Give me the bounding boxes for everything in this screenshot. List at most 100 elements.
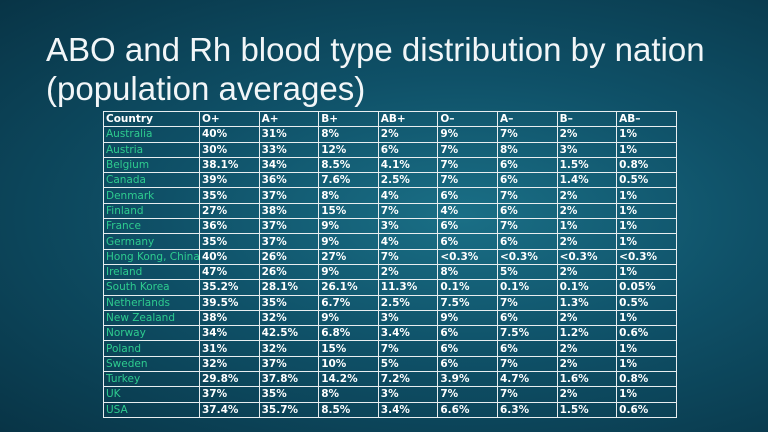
value-cell: 1% <box>616 386 677 403</box>
value-cell: 6% <box>377 141 439 158</box>
value-cell: 3% <box>377 309 439 327</box>
value-cell: 32% <box>258 309 320 327</box>
value-cell: 6.3% <box>496 401 558 418</box>
value-cell: 12% <box>318 141 379 158</box>
value-cell: 7% <box>377 248 439 265</box>
value-cell: 7% <box>377 202 439 220</box>
table-row: New Zealand 38% 32% 9% 3% 9% 6% 2% 1% <box>103 309 677 327</box>
value-cell: 32% <box>199 355 260 373</box>
value-cell: 1% <box>616 141 677 158</box>
value-cell: 31% <box>199 340 260 357</box>
value-cell: 4% <box>377 233 439 250</box>
value-cell: 7.2% <box>377 371 439 388</box>
value-cell: 11.3% <box>377 279 439 296</box>
value-cell: 26.1% <box>318 279 379 296</box>
value-cell: <0.3% <box>496 248 558 265</box>
value-cell: 42.5% <box>258 325 320 342</box>
table-header-row: Country O+ A+ B+ AB+ O– A– B– AB– <box>103 110 677 128</box>
country-cell: Austria <box>103 141 200 158</box>
value-cell: 27% <box>199 202 260 220</box>
value-cell: 3% <box>377 218 439 235</box>
country-cell: France <box>103 218 200 235</box>
value-cell: 35% <box>199 233 260 250</box>
value-cell: 9% <box>318 218 379 235</box>
column-header: O+ <box>199 110 260 128</box>
value-cell: 6% <box>437 340 498 357</box>
country-cell: Canada <box>103 172 200 189</box>
value-cell: 8.5% <box>318 156 379 174</box>
table-row: Finland 27% 38% 15% 7% 4% 6% 2% 1% <box>103 202 677 220</box>
value-cell: 0.1% <box>437 279 498 296</box>
value-cell: 1.6% <box>556 371 618 388</box>
value-cell: 2% <box>556 355 618 373</box>
value-cell: 7% <box>437 386 498 403</box>
value-cell: 7% <box>437 172 498 189</box>
value-cell: 6% <box>437 325 498 342</box>
column-header: B+ <box>318 110 379 128</box>
value-cell: 7% <box>437 156 498 174</box>
value-cell: 15% <box>318 340 379 357</box>
value-cell: 6.6% <box>437 401 498 418</box>
value-cell: 7% <box>496 187 558 204</box>
country-cell: Netherlands <box>103 294 200 311</box>
slide-title: ABO and Rh blood type distribution by na… <box>46 31 705 107</box>
value-cell: 2.5% <box>377 294 439 311</box>
value-cell: 1.3% <box>556 294 618 311</box>
value-cell: 0.5% <box>616 172 677 189</box>
value-cell: 1% <box>616 309 677 327</box>
value-cell: 9% <box>437 126 498 143</box>
value-cell: 8.5% <box>318 401 379 418</box>
value-cell: 2% <box>377 126 439 143</box>
table-row: Australia 40% 31% 8% 2% 9% 7% 2% 1% <box>103 126 677 143</box>
column-header-country: Country <box>103 110 200 128</box>
country-cell: Sweden <box>103 355 200 373</box>
value-cell: 1% <box>616 218 677 235</box>
value-cell: 0.6% <box>616 401 677 418</box>
value-cell: 8% <box>437 263 498 281</box>
table-row: Austria 30% 33% 12% 6% 7% 8% 3% 1% <box>103 141 677 158</box>
value-cell: 37% <box>258 187 320 204</box>
value-cell: 39.5% <box>199 294 260 311</box>
country-cell: Finland <box>103 202 200 220</box>
country-cell: Hong Kong, China <box>103 248 200 265</box>
value-cell: 39% <box>199 172 260 189</box>
value-cell: 2% <box>556 233 618 250</box>
value-cell: 37% <box>258 218 320 235</box>
value-cell: 6% <box>496 156 558 174</box>
value-cell: 35% <box>258 386 320 403</box>
value-cell: 6% <box>496 202 558 220</box>
table-row: Turkey 29.8% 37.8% 14.2% 7.2% 3.9% 4.7% 1.6% 0.8… <box>103 371 677 388</box>
value-cell: 6.7% <box>318 294 379 311</box>
table-row: France 36% 37% 9% 3% 6% 7% 1% 1% <box>103 218 677 235</box>
value-cell: 9% <box>437 309 498 327</box>
value-cell: 1.4% <box>556 172 618 189</box>
value-cell: 1.5% <box>556 156 618 174</box>
value-cell: 3% <box>377 386 439 403</box>
value-cell: <0.3% <box>616 248 677 265</box>
value-cell: 0.8% <box>616 371 677 388</box>
value-cell: 2% <box>556 309 618 327</box>
column-header: O– <box>437 110 498 128</box>
country-cell: USA <box>103 401 200 418</box>
value-cell: 3.9% <box>437 371 498 388</box>
value-cell: 1% <box>616 187 677 204</box>
country-cell: Norway <box>103 325 200 342</box>
value-cell: 1% <box>556 218 618 235</box>
table-row: Belgium 38.1% 34% 8.5% 4.1% 7% 6% 1.5% 0.8% <box>103 156 677 174</box>
value-cell: 7% <box>377 340 439 357</box>
value-cell: 4.1% <box>377 156 439 174</box>
value-cell: 3.4% <box>377 325 439 342</box>
table-row: Poland 31% 32% 15% 7% 6% 6% 2% 1% <box>103 340 677 357</box>
value-cell: 6% <box>496 309 558 327</box>
value-cell: 7% <box>496 386 558 403</box>
value-cell: 0.05% <box>616 279 677 296</box>
value-cell: 0.6% <box>616 325 677 342</box>
value-cell: 29.8% <box>199 371 260 388</box>
value-cell: 27% <box>318 248 379 265</box>
table-row: Norway 34% 42.5% 6.8% 3.4% 6% 7.5% 1.2% 0.6% <box>103 325 677 342</box>
value-cell: 26% <box>258 263 320 281</box>
value-cell: 35% <box>258 294 320 311</box>
value-cell: <0.3% <box>556 248 618 265</box>
value-cell: 2% <box>556 126 618 143</box>
value-cell: 34% <box>258 156 320 174</box>
